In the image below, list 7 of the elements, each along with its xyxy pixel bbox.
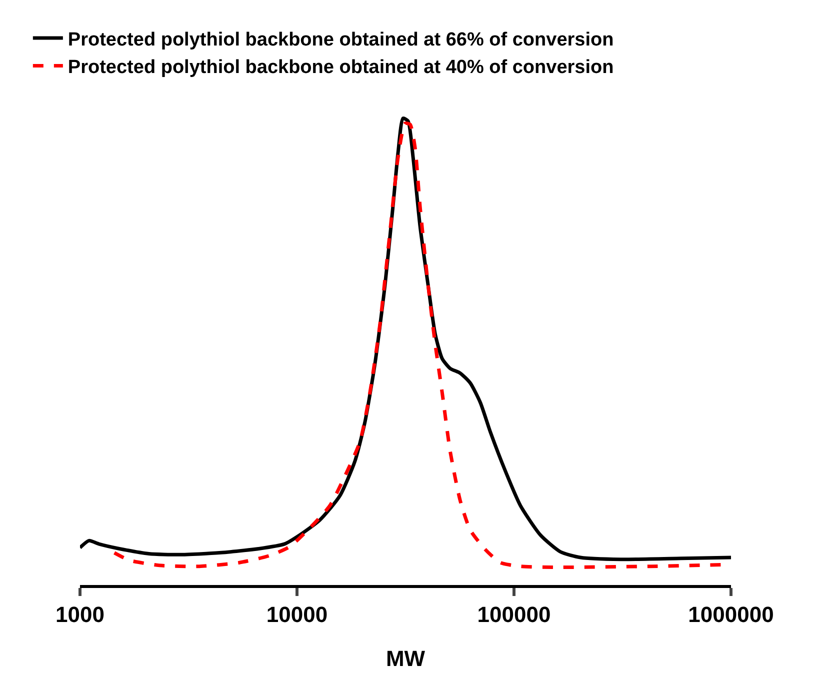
x-tick-label: 1000000 — [688, 602, 774, 628]
x-axis-title: MW — [386, 646, 426, 672]
legend-label: Protected polythiol backbone obtained at 66% of conversion — [68, 29, 614, 50]
legend-label: Protected polythiol backbone obtained at 40% of conversion — [68, 57, 614, 78]
x-tick-label: 10000 — [266, 602, 328, 628]
x-tick-label: 100000 — [477, 602, 551, 628]
x-tick-label: 1000 — [56, 602, 104, 628]
